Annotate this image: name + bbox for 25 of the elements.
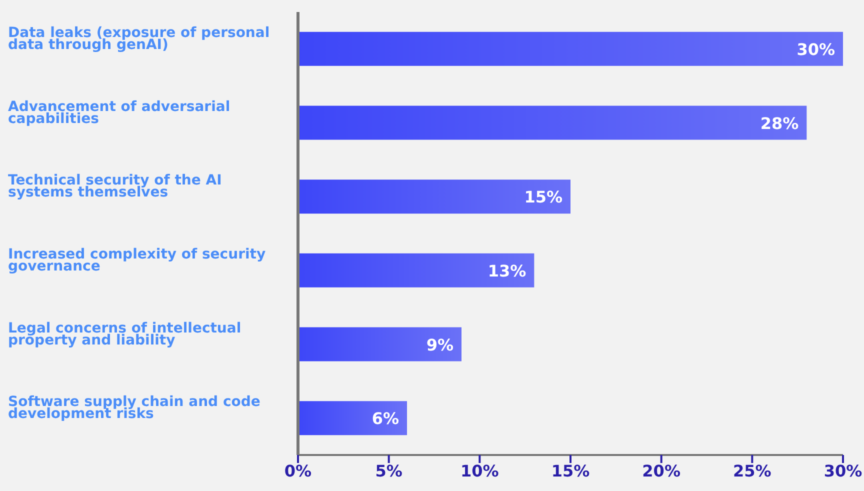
y-tick-label: Legal concerns of intellectual property and liability bbox=[8, 320, 242, 348]
y-tick-label: Technical security of the AI systems themselves bbox=[8, 172, 222, 201]
x-tick-label: 30% bbox=[824, 461, 862, 480]
x-tick-label: 25% bbox=[733, 461, 772, 480]
y-tick-label: Advancement of adversarial capabilities bbox=[8, 98, 230, 127]
x-tick-label: 20% bbox=[642, 461, 680, 480]
data-label: 13% bbox=[488, 261, 526, 280]
bar bbox=[298, 253, 534, 288]
bar bbox=[298, 106, 807, 140]
data-label: 6% bbox=[372, 409, 399, 428]
bar bbox=[298, 32, 843, 66]
data-label: 30% bbox=[796, 40, 835, 59]
data-label: 28% bbox=[760, 114, 799, 133]
y-tick-label: Software supply chain and code development risks bbox=[8, 394, 260, 422]
data-label: 15% bbox=[524, 188, 562, 207]
bar bbox=[298, 327, 462, 362]
bar bbox=[298, 401, 407, 436]
y-tick-label: Increased complexity of security governance bbox=[8, 246, 266, 274]
y-tick-label: Data leaks (exposure of personal data through genAI) bbox=[8, 24, 270, 53]
data-label: 9% bbox=[426, 335, 454, 354]
x-tick-label: 10% bbox=[460, 461, 499, 480]
x-tick-label: 15% bbox=[551, 461, 590, 480]
x-tick-label: 0% bbox=[284, 461, 312, 480]
bar bbox=[298, 180, 570, 214]
x-tick-label: 5% bbox=[375, 461, 402, 480]
